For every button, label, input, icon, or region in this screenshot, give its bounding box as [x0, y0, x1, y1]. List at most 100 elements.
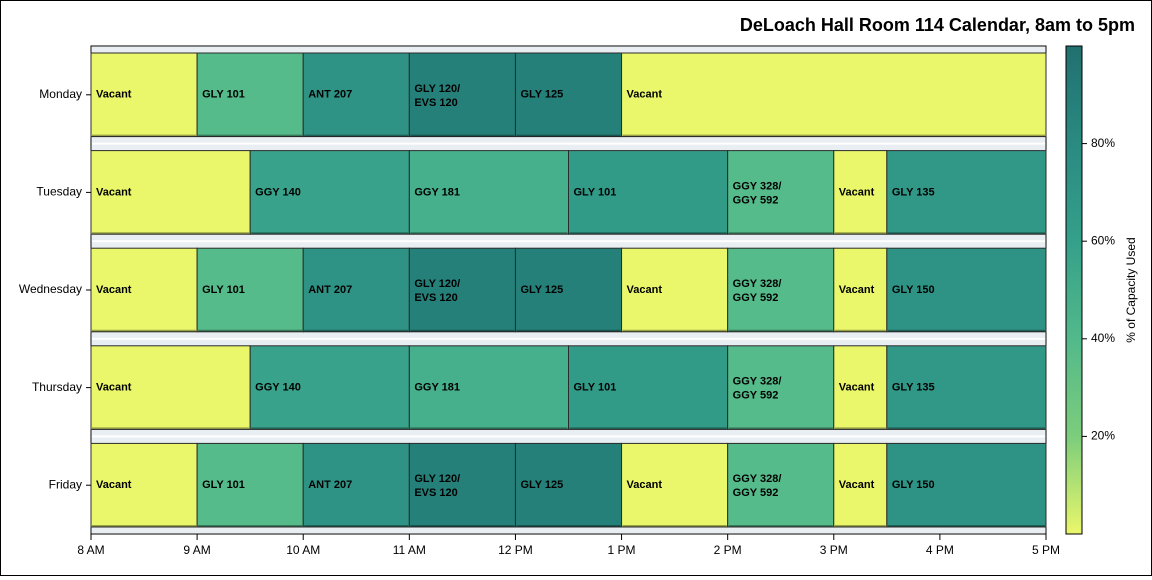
- block-bar: [196, 52, 304, 138]
- block-label-line: GGY 328/: [733, 473, 782, 485]
- block-bar: [408, 345, 570, 430]
- colorbar-gradient: [1065, 45, 1083, 535]
- block-label: GLY 150: [892, 284, 935, 296]
- block-label: GLY 101: [202, 479, 245, 491]
- block-label: GLY 125: [520, 89, 563, 101]
- block-label: ANT 207: [308, 89, 352, 101]
- schedule-block: Vacant: [90, 150, 251, 235]
- schedule-block: Vacant: [90, 442, 198, 528]
- block-label: GGY 328/GGY 592: [733, 278, 782, 304]
- block-label: Vacant: [839, 284, 875, 296]
- chart-title: DeLoach Hall Room 114 Calendar, 8am to 5…: [739, 15, 1135, 35]
- block-label: GGY 328/GGY 592: [733, 180, 782, 206]
- block-bar: [727, 247, 835, 333]
- schedule-block: GLY 101: [196, 442, 304, 528]
- schedule-block: Vacant: [621, 442, 729, 528]
- y-tick-label: Thursday: [32, 380, 82, 394]
- colorbar-tick-label: 20%: [1091, 429, 1115, 443]
- block-bar: [249, 150, 410, 235]
- row-band: [92, 136, 1045, 143]
- block-label: Vacant: [96, 479, 132, 491]
- y-tick-label: Friday: [49, 477, 82, 491]
- schedule-block: GLY 135: [886, 150, 1047, 235]
- block-bar: [621, 52, 1047, 138]
- block-label: Vacant: [627, 284, 663, 296]
- schedule-block: Vacant: [833, 150, 888, 235]
- block-label: GGY 140: [255, 186, 301, 198]
- block-bar: [568, 345, 729, 430]
- block-bar: [90, 345, 251, 430]
- x-tick-label: 11 AM: [393, 543, 426, 557]
- schedule-block: GLY 101: [568, 345, 729, 430]
- block-bar: [408, 442, 516, 528]
- block-label: GGY 181: [414, 382, 460, 394]
- x-tick-label: 1 PM: [608, 543, 636, 557]
- block-label-line: GGY 328/: [733, 278, 782, 290]
- block-bar: [886, 442, 1047, 528]
- block-label: GLY 125: [520, 284, 563, 296]
- block-bar: [408, 150, 570, 235]
- block-bar: [833, 247, 888, 333]
- block-label-line: GGY 592: [733, 487, 779, 499]
- block-bar: [568, 150, 729, 235]
- x-tick-label: 8 AM: [77, 543, 104, 557]
- y-axis: Monday Tuesday Wednesday Thursday Friday: [19, 87, 91, 491]
- block-bar: [621, 247, 729, 333]
- row-band: [92, 437, 1045, 444]
- block-label: GLY 125: [520, 479, 563, 491]
- block-bar: [727, 150, 835, 235]
- schedule-block: GLY 120/EVS 120: [408, 52, 516, 138]
- block-label-line: EVS 120: [414, 97, 457, 109]
- schedule-block: GGY 328/GGY 592: [727, 442, 835, 528]
- block-label-line: GGY 328/: [733, 180, 782, 192]
- block-label-line: EVS 120: [414, 487, 457, 499]
- row-band: [92, 234, 1045, 241]
- block-bar: [408, 52, 516, 138]
- schedule-block: Vacant: [833, 345, 888, 430]
- block-label-line: GLY 120/: [414, 278, 460, 290]
- schedule-block: GGY 328/GGY 592: [727, 150, 835, 235]
- schedule-block: GLY 150: [886, 442, 1047, 528]
- block-label: Vacant: [839, 186, 875, 198]
- x-tick-label: 10 AM: [286, 543, 320, 557]
- colorbar-tick-label: 60%: [1091, 233, 1115, 247]
- schedule-block: GGY 328/GGY 592: [727, 247, 835, 333]
- block-label: Vacant: [839, 382, 875, 394]
- block-bar: [90, 247, 198, 333]
- schedule-block: GLY 125: [514, 247, 623, 333]
- block-bar: [886, 345, 1047, 430]
- schedule-block: GGY 140: [249, 345, 410, 430]
- block-bar: [90, 150, 251, 235]
- block-label: Vacant: [96, 186, 132, 198]
- row-band: [92, 331, 1045, 338]
- block-label: GLY 150: [892, 479, 935, 491]
- block-label: GLY 135: [892, 382, 935, 394]
- schedule-block: ANT 207: [302, 247, 410, 333]
- schedule-block: GLY 135: [886, 345, 1047, 430]
- block-label: GLY 120/EVS 120: [414, 473, 460, 499]
- block-bar: [302, 442, 410, 528]
- schedule-block: GGY 181: [408, 345, 570, 430]
- schedule-block: GLY 125: [514, 442, 623, 528]
- block-label: ANT 207: [308, 284, 352, 296]
- block-label: GGY 140: [255, 382, 301, 394]
- y-tick-label: Monday: [39, 87, 82, 101]
- colorbar: 20% 40% 60% 80% % of Capacity Used: [1065, 45, 1138, 535]
- y-tick-label: Tuesday: [36, 185, 82, 199]
- block-label: GLY 135: [892, 186, 935, 198]
- schedule-block: Vacant: [90, 52, 198, 138]
- schedule-block: GLY 101: [568, 150, 729, 235]
- schedule-block: Vacant: [621, 247, 729, 333]
- block-label-line: GGY 328/: [733, 376, 782, 388]
- schedule-block: GLY 120/EVS 120: [408, 442, 516, 528]
- x-tick-label: 5 PM: [1032, 543, 1060, 557]
- block-label: GLY 101: [202, 284, 245, 296]
- schedule-block: Vacant: [621, 52, 1047, 138]
- block-label: GGY 328/GGY 592: [733, 473, 782, 499]
- x-tick-label: 9 AM: [183, 543, 210, 557]
- block-label: GGY 181: [414, 186, 460, 198]
- row-band: [92, 527, 1045, 533]
- block-label: ANT 207: [308, 479, 352, 491]
